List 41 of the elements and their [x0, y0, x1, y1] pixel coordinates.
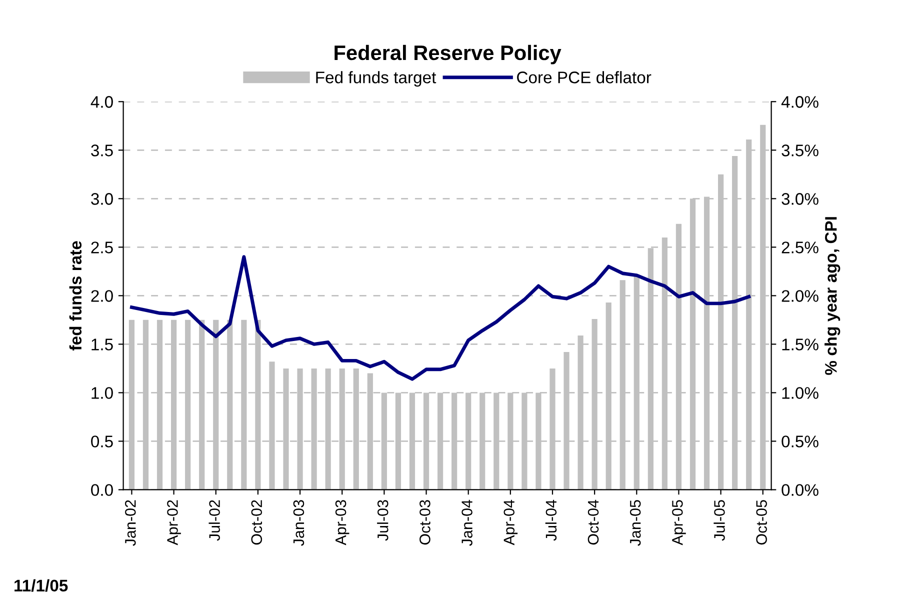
- y-tick-label: 0.5: [91, 436, 113, 448]
- x-tick-label: Apr-03: [335, 500, 350, 546]
- x-tick-label: Jul-02: [208, 500, 220, 541]
- y2-tick-label: 0.5%: [782, 436, 818, 448]
- y-tick-label: 3.5: [91, 144, 113, 156]
- y2-tick-label: 1.0%: [782, 387, 818, 399]
- x-tick-label: Apr-04: [504, 500, 518, 546]
- y-tick-label: 3.0: [91, 193, 113, 205]
- x-tick-label: Jan-05: [630, 500, 641, 546]
- y2-tick-label: 2.0%: [782, 290, 818, 302]
- x-tick-label: Apr-05: [672, 500, 686, 546]
- y-axis-title: fed funds rate: [69, 241, 82, 350]
- y-tick-label: 2.0: [91, 290, 113, 302]
- y2-axis-title: % chg year ago, CPI: [824, 217, 840, 375]
- x-tick-label: Jul-05: [714, 500, 725, 541]
- x-tick-label: Oct-04: [588, 500, 599, 545]
- line-series: [130, 255, 751, 381]
- y2-tick-label: 4.0%: [781, 96, 818, 108]
- x-tick-label: Jan-02: [125, 500, 136, 546]
- y-tick-label: 2.5: [91, 242, 113, 254]
- legend-label: Core PCE deflator: [517, 71, 652, 84]
- text: 11/1/05: [14, 579, 68, 592]
- y-tick-label: 1.5: [92, 338, 113, 350]
- y2-tick-label: 3.5%: [782, 144, 818, 156]
- x-tick-label: Jan-03: [293, 500, 304, 546]
- y-tick-label: 0.0: [91, 484, 113, 496]
- y2-tick-label: 0.0%: [782, 484, 818, 496]
- chart-title: Federal Reserve Policy: [334, 44, 562, 64]
- x-tick-label: Jan-04: [462, 500, 472, 546]
- y2-tick-label: 2.5%: [782, 242, 818, 254]
- x-tick-label: Jul-03: [377, 500, 388, 541]
- y2-tick-label: 1.5%: [782, 338, 818, 350]
- x-tick-label: Apr-02: [167, 500, 181, 546]
- x-tick-label: Jul-04: [545, 500, 557, 541]
- legend-label: Fed funds target: [316, 71, 436, 87]
- x-tick-label: Oct-02: [251, 500, 262, 545]
- y-tick-label: 1.0: [92, 387, 113, 399]
- y-tick-label: 4.0: [90, 96, 113, 108]
- x-tick-label: Oct-05: [756, 500, 767, 545]
- y2-tick-label: 3.0%: [782, 193, 818, 205]
- x-tick-label: Oct-03: [420, 500, 430, 545]
